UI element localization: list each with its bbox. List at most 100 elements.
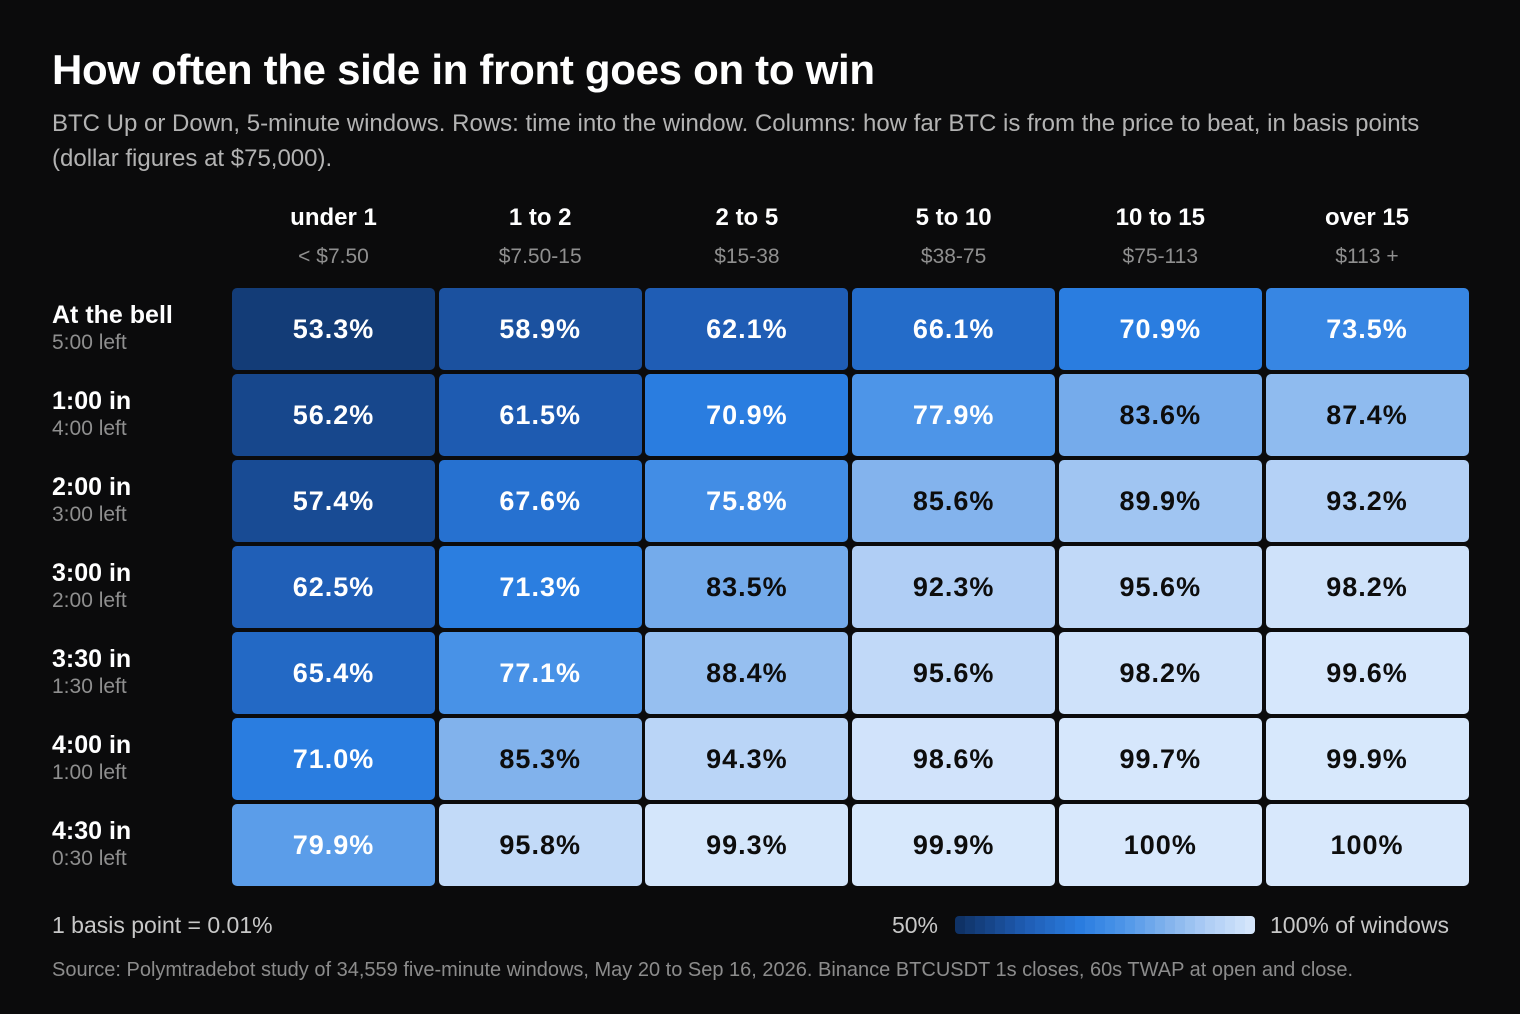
heatmap-cell: 75.8%: [645, 460, 849, 542]
legend-swatch: [1205, 916, 1215, 934]
heatmap-cell: 73.5%: [1265, 288, 1469, 370]
legend-swatch: [1165, 916, 1175, 934]
heatmap-cell: 94.3%: [645, 718, 849, 800]
chart-subtitle: BTC Up or Down, 5-minute windows. Rows: …: [52, 110, 1420, 172]
heatmap-cell: 87.4%: [1265, 374, 1469, 456]
row-label: 2:00 in: [52, 473, 132, 501]
heatmap-cell: 77.1%: [438, 632, 642, 714]
heatmap-cell: 100%: [1265, 804, 1469, 886]
heatmap-cell: 57.4%: [232, 460, 435, 542]
column-header: 1 to 2 $7.50-15: [439, 200, 642, 277]
row-label: 1:00 in: [52, 387, 132, 415]
column-header: over 15 $113 +: [1266, 200, 1469, 277]
source-note: Source: Polymtradebot study of 34,559 fi…: [52, 959, 1354, 981]
row-header: 3:00 in 2:00 left: [52, 558, 131, 614]
row-time-left: 2:00 left: [52, 589, 127, 612]
legend-swatch: [1045, 916, 1055, 934]
legend-swatch: [1135, 916, 1145, 934]
legend-min-label: 50%: [891, 912, 938, 938]
column-label: over 15: [1324, 204, 1410, 231]
heatmap-cell: 99.7%: [1058, 718, 1262, 800]
legend-swatch: [1235, 916, 1245, 934]
heatmap-cell: 85.6%: [852, 460, 1056, 542]
heatmap-cell: 93.2%: [1265, 460, 1469, 542]
legend-swatch: [1175, 916, 1185, 934]
legend-swatch: [1155, 916, 1165, 934]
legend-swatch: [1115, 916, 1125, 934]
heatmap-cell: 100%: [1058, 804, 1262, 886]
row-header: 1:00 in 4:00 left: [52, 386, 131, 442]
row-header: 2:00 in 3:00 left: [52, 472, 131, 528]
heatmap-cell: 99.9%: [852, 804, 1056, 886]
row-time-left: 4:00 left: [52, 417, 127, 440]
row-time-left: 3:00 left: [52, 503, 127, 526]
legend-swatch: [1125, 916, 1135, 934]
legend-swatch: [1055, 916, 1065, 934]
legend-swatch: [1005, 916, 1015, 934]
column-label: under 1: [290, 204, 377, 231]
legend-swatch: [1145, 916, 1155, 934]
heatmap-cell: 79.9%: [232, 804, 435, 886]
column-header: 5 to 10 $38-75: [852, 200, 1055, 277]
legend-swatch: [1075, 916, 1085, 934]
heatmap-cell: 70.9%: [1058, 288, 1262, 370]
column-dollar-range: $7.50-15: [498, 245, 582, 268]
column-header: under 1 < $7.50: [232, 200, 435, 277]
column-header: 2 to 5 $15-38: [645, 200, 848, 277]
row-time-left: 5:00 left: [52, 331, 127, 354]
heatmap-cell: 70.9%: [645, 374, 849, 456]
legend-swatch: [1085, 916, 1095, 934]
row-time-left: 1:00 left: [52, 761, 127, 784]
heatmap-cell: 89.9%: [1058, 460, 1262, 542]
heatmap-cell: 53.3%: [232, 288, 435, 370]
legend-swatch: [955, 916, 965, 934]
row-header: 3:30 in 1:30 left: [52, 644, 131, 700]
legend-swatch: [975, 916, 985, 934]
column-dollar-range: < $7.50: [298, 245, 369, 268]
heatmap-cell: 95.6%: [1058, 546, 1262, 628]
column-dollar-range: $15-38: [714, 245, 780, 268]
legend-swatch: [995, 916, 1005, 934]
heatmap-cell: 61.5%: [438, 374, 642, 456]
heatmap-cell: 99.6%: [1265, 632, 1469, 714]
legend-color-bar: [955, 916, 1255, 934]
heatmap-cell: 88.4%: [645, 632, 849, 714]
chart-title: How often the side in front goes on to w…: [52, 46, 875, 93]
legend-swatch: [985, 916, 995, 934]
column-header: 10 to 15 $75-113: [1059, 200, 1262, 277]
row-label: 4:30 in: [52, 817, 132, 845]
row-label: 4:00 in: [52, 731, 132, 759]
heatmap-cell: 98.2%: [1058, 632, 1262, 714]
column-dollar-range: $38-75: [920, 245, 987, 268]
heatmap-cell: 58.9%: [438, 288, 642, 370]
row-label: 3:00 in: [52, 559, 132, 587]
heatmap-cell: 66.1%: [852, 288, 1056, 370]
legend-swatch: [1245, 916, 1255, 934]
legend-swatch: [1195, 916, 1205, 934]
heatmap-cell: 99.9%: [1265, 718, 1469, 800]
heatmap-cell: 95.8%: [438, 804, 642, 886]
heatmap-cell: 95.6%: [852, 632, 1056, 714]
heatmap-cell: 83.6%: [1058, 374, 1262, 456]
legend-swatch: [1095, 916, 1105, 934]
row-time-left: 0:30 left: [52, 847, 127, 870]
legend-swatch: [1215, 916, 1225, 934]
heatmap-cell: 56.2%: [232, 374, 435, 456]
basis-point-footnote: 1 basis point = 0.01%: [52, 912, 273, 938]
row-label: 3:30 in: [52, 645, 132, 673]
column-dollar-range: $113 +: [1335, 245, 1399, 268]
column-label: 1 to 2: [508, 204, 572, 231]
heatmap-cell: 62.5%: [232, 546, 435, 628]
column-label: 10 to 15: [1115, 204, 1205, 231]
column-label: 5 to 10: [915, 204, 992, 231]
legend-swatch: [1025, 916, 1035, 934]
column-dollar-range: $75-113: [1122, 245, 1199, 268]
heatmap-cell: 98.2%: [1265, 546, 1469, 628]
row-header: 4:30 in 0:30 left: [52, 816, 131, 872]
heatmap-cell: 62.1%: [645, 288, 849, 370]
legend-max-label: 100% of windows: [1270, 912, 1449, 938]
row-header: At the bell 5:00 left: [52, 300, 173, 356]
heatmap-cell: 83.5%: [645, 546, 849, 628]
heatmap-cell: 71.0%: [232, 718, 435, 800]
row-time-left: 1:30 left: [52, 675, 127, 698]
